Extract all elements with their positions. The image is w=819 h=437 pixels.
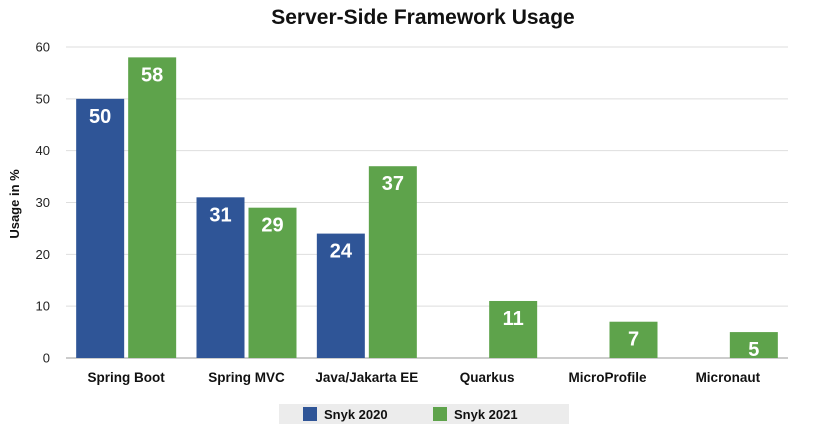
bar (196, 197, 245, 358)
data-label: 11 (503, 308, 524, 330)
legend-label: Snyk 2020 (324, 407, 388, 422)
bars (76, 57, 778, 358)
y-axis-label: Usage in % (7, 169, 22, 239)
gridlines (66, 46, 788, 359)
legend-swatch (303, 407, 317, 421)
x-category-label: Spring MVC (208, 370, 285, 385)
y-tick-label: 60 (36, 40, 50, 55)
y-tick-label: 10 (36, 299, 50, 314)
data-label: 37 (382, 173, 404, 195)
legend: Snyk 2020 Snyk 2021 (279, 404, 569, 424)
legend-label: Snyk 2021 (454, 407, 518, 422)
bar (368, 166, 417, 358)
chart-title: Server-Side Framework Usage (271, 6, 574, 29)
x-axis-categories: Spring Boot Spring MVC Java/Jakarta EE Quar… (88, 370, 761, 385)
bar (729, 332, 778, 358)
x-category-label: Quarkus (460, 370, 515, 385)
y-tick-label: 30 (36, 195, 50, 210)
data-label: 58 (141, 64, 163, 86)
x-category-label: Spring Boot (88, 370, 166, 385)
x-category-label: MicroProfile (568, 370, 647, 385)
bar (609, 321, 658, 358)
data-label: 24 (330, 241, 353, 263)
bar (489, 300, 538, 358)
x-category-label: Micronaut (696, 370, 761, 385)
data-label: 31 (209, 204, 231, 226)
bar (76, 98, 125, 358)
bar (128, 57, 177, 358)
legend-swatch (433, 407, 447, 421)
y-axis-ticks: 0 10 20 30 40 50 60 (36, 40, 50, 366)
bar (248, 207, 297, 358)
y-tick-label: 0 (43, 351, 50, 366)
data-label: 7 (628, 329, 639, 351)
data-label: 5 (748, 339, 759, 361)
bar (316, 233, 365, 358)
legend-box (279, 404, 569, 424)
y-tick-label: 50 (36, 91, 50, 106)
y-tick-label: 40 (36, 143, 50, 158)
data-labels: 50 58 31 29 24 37 11 7 5 (89, 64, 759, 361)
y-tick-label: 20 (36, 247, 50, 262)
x-category-label: Java/Jakarta EE (315, 370, 418, 385)
data-label: 29 (261, 215, 283, 237)
data-label: 50 (89, 106, 111, 128)
